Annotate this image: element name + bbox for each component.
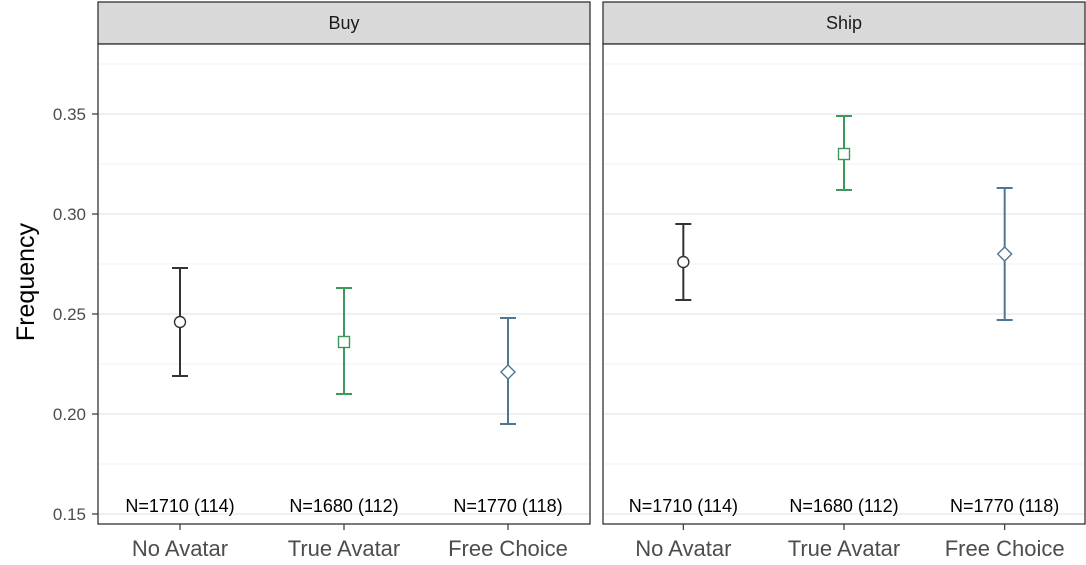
- y-tick-label: 0.15: [53, 505, 86, 524]
- errorbar-no-avatar: [172, 267, 188, 377]
- panel-strip: [602, 1, 1086, 45]
- panel-background: [98, 44, 590, 524]
- panel-ship: Ship N=1710 (114) No Avatar N=1680 (112) Tru…: [602, 1, 1086, 561]
- x-tick-label: Free Choice: [945, 536, 1065, 561]
- point-marker: [500, 364, 516, 380]
- n-label: N=1770 (118): [453, 496, 562, 516]
- panel-border: [602, 43, 1086, 525]
- point-marker: [173, 315, 187, 329]
- y-tick-label: 0.25: [53, 305, 86, 324]
- point-marker: [677, 255, 690, 269]
- errorbar-true-avatar: [336, 287, 352, 395]
- y-tick-label: 0.35: [53, 105, 86, 124]
- x-tick-label: No Avatar: [132, 536, 228, 561]
- x-tick-label: No Avatar: [635, 536, 731, 561]
- x-tick-label: True Avatar: [288, 536, 401, 561]
- n-label: N=1680 (112): [289, 496, 398, 516]
- y-tick-label: 0.30: [53, 205, 86, 224]
- panel-border: [97, 43, 591, 525]
- panels: Buy N=1710 (114) No Avatar N=1680 (112) True…: [97, 1, 1086, 561]
- errorbar-true-avatar: [836, 115, 852, 191]
- n-label: N=1710 (114): [125, 496, 234, 516]
- y-axis-title: Frequency: [12, 222, 40, 341]
- n-label: N=1680 (112): [789, 496, 898, 516]
- point-marker: [996, 246, 1013, 262]
- point-marker: [837, 147, 851, 161]
- panel-strip: [97, 1, 591, 45]
- y-tick-label: 0.20: [53, 405, 86, 424]
- point-marker: [337, 335, 351, 349]
- panel-buy: Buy N=1710 (114) No Avatar N=1680 (112) True…: [97, 1, 591, 561]
- n-label: N=1710 (114): [629, 496, 738, 516]
- panel-title: Ship: [826, 13, 862, 33]
- errorbar-free-choice: [996, 187, 1013, 321]
- y-axis: 0.15 0.20 0.25 0.30 0.35: [53, 105, 98, 524]
- errorbar-free-choice: [500, 317, 516, 425]
- x-tick-label: True Avatar: [788, 536, 901, 561]
- x-tick-label: Free Choice: [448, 536, 568, 561]
- panel-title: Buy: [328, 13, 359, 33]
- errorbar-no-avatar: [675, 223, 692, 301]
- n-label: N=1770 (118): [950, 496, 1059, 516]
